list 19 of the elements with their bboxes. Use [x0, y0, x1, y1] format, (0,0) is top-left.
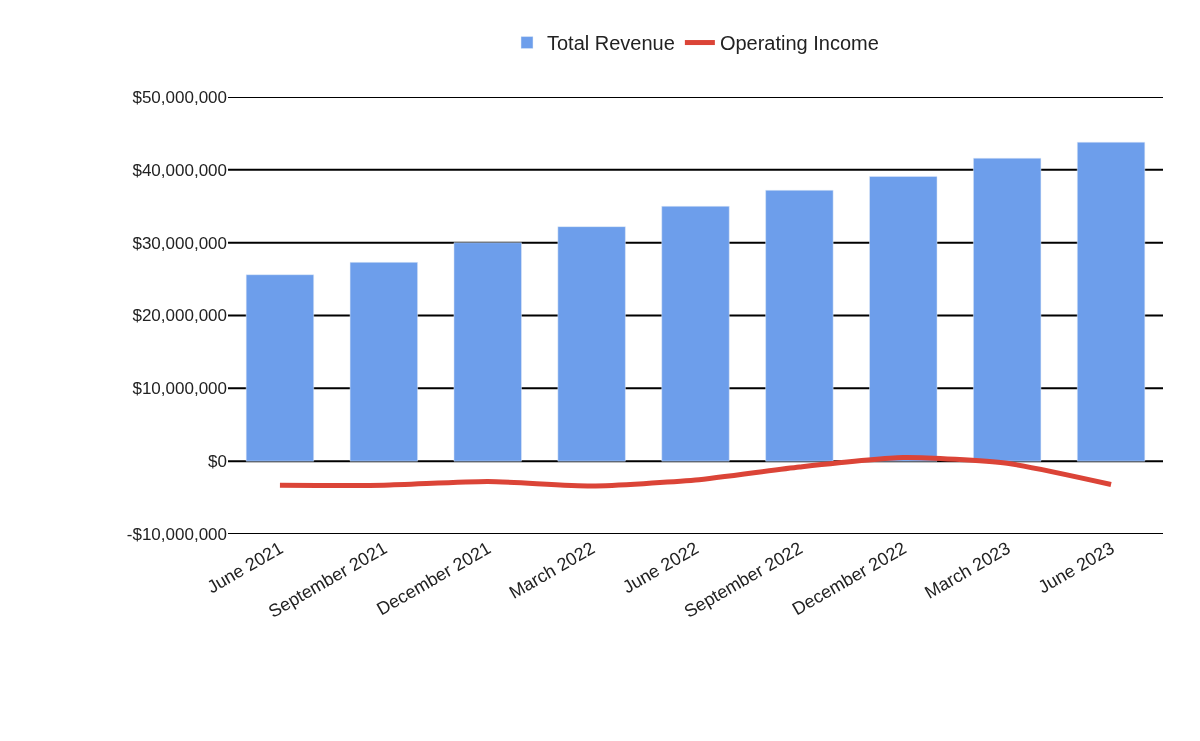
x-tick-label: June 2023 — [1034, 537, 1118, 598]
legend-label: Operating Income — [719, 32, 879, 55]
bar — [245, 274, 314, 462]
bar — [453, 242, 522, 462]
bar — [661, 206, 730, 462]
bar — [1077, 141, 1146, 462]
bar — [349, 262, 418, 462]
bar — [557, 226, 626, 462]
y-tick-label: $40,000,000 — [132, 160, 227, 180]
y-tick-label: $30,000,000 — [132, 233, 227, 253]
y-tick-label: $20,000,000 — [132, 306, 227, 326]
y-tick-label: $50,000,000 — [132, 87, 227, 107]
legend-label: Total Revenue — [547, 32, 675, 55]
bar — [869, 176, 938, 462]
y-tick-label: -$10,000,000 — [126, 524, 227, 544]
bar — [765, 189, 834, 462]
bar — [973, 157, 1042, 462]
y-tick-label: $10,000,000 — [132, 379, 227, 399]
y-tick-label: $0 — [208, 452, 227, 472]
